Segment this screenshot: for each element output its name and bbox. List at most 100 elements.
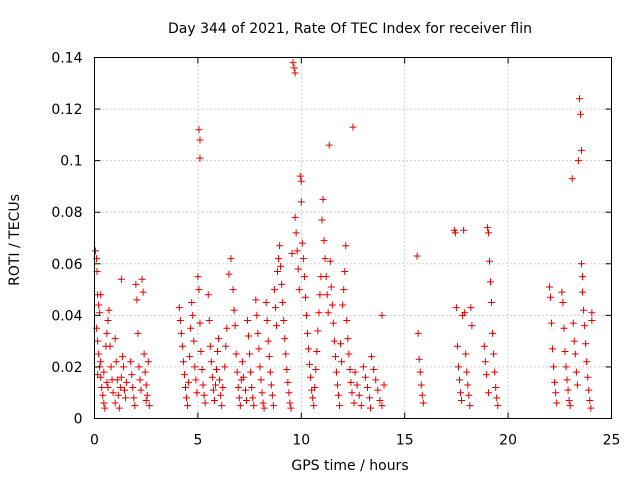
data-point [490,350,498,358]
data-point [142,381,150,389]
data-point [579,273,587,281]
data-point [306,360,314,368]
data-point [242,396,250,404]
y-axis-ticks: 0 0.02 0.04 0.06 0.08 0.1 0.12 0.14 [51,51,612,428]
data-point [140,350,148,358]
data-point [253,311,261,319]
data-point [196,319,204,327]
data-point [246,350,254,358]
data-point [493,394,501,402]
data-point [548,319,556,327]
data-point [280,317,288,325]
data-point [582,340,590,348]
data-point [178,342,186,350]
data-point [552,389,560,397]
data-point [573,381,581,389]
data-point [139,288,147,296]
data-point [451,229,459,237]
data-point [587,404,595,412]
data-point [205,317,213,325]
data-point [277,262,285,270]
data-point [465,391,473,399]
data-points [92,59,596,412]
data-point [255,345,263,353]
data-point [309,394,317,402]
data-point [123,378,131,386]
data-point [588,317,596,325]
data-point [99,391,107,399]
data-point [297,177,305,185]
data-point [330,337,338,345]
data-point [468,322,476,330]
data-point [487,278,495,286]
data-point [238,358,246,366]
data-point [235,394,243,402]
data-point [184,402,192,410]
data-point [223,324,231,332]
data-point [213,366,221,374]
data-point [376,396,384,404]
data-point [193,389,201,397]
data-point [236,402,244,410]
data-point [272,322,280,330]
data-point [194,273,202,281]
data-point [316,291,324,299]
data-point [295,286,303,294]
data-point [104,384,112,392]
data-point [134,329,142,337]
data-point [355,391,363,399]
data-point [258,389,266,397]
data-point [580,306,588,314]
grid [94,57,612,419]
data-point [460,226,468,234]
data-point [109,389,117,397]
data-point [291,69,299,77]
data-point [307,373,315,381]
data-point [545,283,553,291]
data-point [100,368,108,376]
data-point [249,394,257,402]
data-point [207,358,215,366]
data-point [117,275,125,283]
data-point [103,378,111,386]
data-point [264,337,272,345]
data-point [549,345,557,353]
data-point [551,378,559,386]
data-point [463,368,471,376]
data-point [260,404,268,412]
data-point [336,402,344,410]
data-point [111,399,119,407]
data-point [325,141,333,149]
data-point [481,358,489,366]
data-point [305,345,313,353]
data-point [229,286,237,294]
data-point [127,358,135,366]
data-point [484,229,492,237]
data-point [378,311,386,319]
x-tick-label: 15 [396,433,414,449]
data-point [196,136,204,144]
data-point [337,340,345,348]
data-point [101,404,109,412]
data-point [282,350,290,358]
data-point [453,342,461,350]
data-point [318,216,326,224]
data-point [349,123,357,131]
data-point [578,260,586,268]
data-point [462,350,470,358]
data-point [288,249,296,257]
data-point [301,293,309,301]
data-point [218,402,226,410]
data-point [144,358,152,366]
data-point [116,384,124,392]
data-point [281,335,289,343]
data-point [244,317,252,325]
data-point [135,363,143,371]
data-point [347,378,355,386]
data-point [374,386,382,394]
data-point [128,371,136,379]
data-point [343,317,351,325]
data-point [569,319,577,327]
data-point [233,368,241,376]
data-point [175,304,183,312]
